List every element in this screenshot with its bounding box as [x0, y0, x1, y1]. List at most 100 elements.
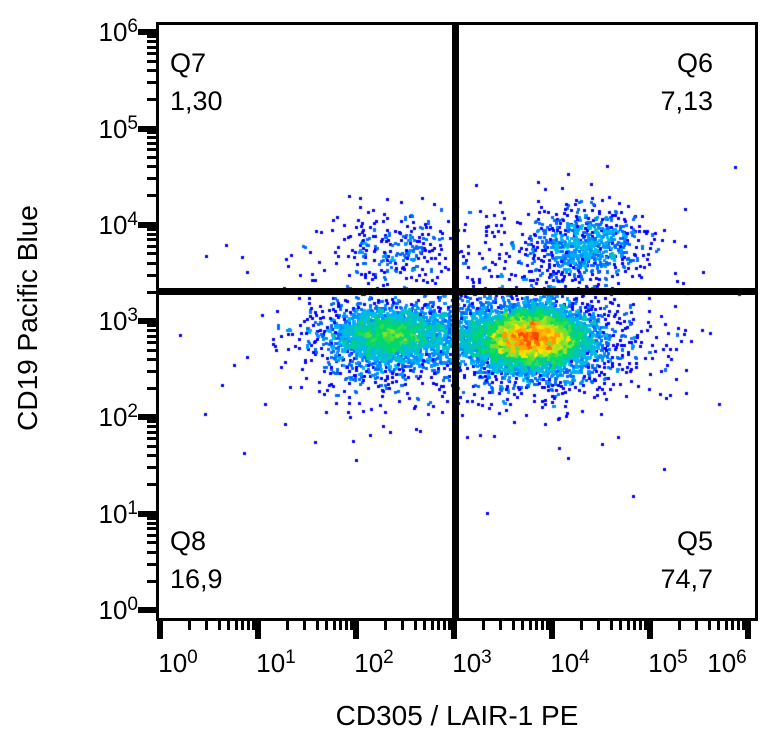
- x-minor-tick: [448, 621, 452, 630]
- y-minor-tick: [147, 81, 156, 85]
- y-minor-tick: [147, 430, 156, 434]
- x-minor-tick: [345, 621, 348, 630]
- x-minor-tick: [226, 621, 230, 630]
- quadrant-q6-id: Q6: [676, 48, 713, 78]
- x-minor-tick: [324, 621, 328, 630]
- plot-area: [156, 22, 758, 621]
- y-major-tick: [138, 125, 156, 132]
- y-minor-tick: [147, 527, 156, 531]
- x-minor-tick: [731, 621, 735, 630]
- y-tick-label-1e3: 103: [98, 305, 139, 337]
- y-minor-tick: [147, 69, 156, 73]
- x-major-tick: [157, 621, 163, 639]
- x-minor-tick: [511, 621, 515, 630]
- x-major-tick: [353, 621, 359, 639]
- y-minor-tick: [147, 340, 156, 344]
- x-minor-tick: [633, 621, 637, 630]
- quadrant-q8-id: Q8: [170, 526, 207, 556]
- y-minor-tick: [147, 227, 156, 231]
- quadrant-label-q6: Q6 7,13: [660, 44, 713, 120]
- x-minor-tick: [247, 621, 250, 630]
- quadrant-q6-percent: 7,13: [660, 86, 713, 116]
- x-minor-tick: [205, 621, 209, 630]
- x-minor-tick: [597, 621, 601, 630]
- x-tick-label-1e6: 106: [707, 647, 747, 678]
- x-minor-tick: [234, 621, 238, 630]
- y-minor-tick: [147, 425, 156, 429]
- x-minor-tick: [188, 621, 191, 630]
- x-major-tick: [647, 621, 653, 639]
- x-minor-tick: [303, 621, 307, 630]
- quadrant-q5-id: Q5: [676, 526, 713, 556]
- y-tick-label-1e6: 106: [98, 16, 139, 48]
- x-major-tick: [549, 621, 555, 639]
- x-minor-tick: [422, 621, 426, 630]
- x-minor-tick: [716, 621, 720, 630]
- y-minor-tick: [147, 177, 156, 181]
- y-minor-tick: [147, 273, 156, 277]
- y-tick-label-1e0: 100: [98, 594, 139, 625]
- y-tick-label-1e5: 105: [98, 112, 139, 144]
- quadrant-gate-horizontal-line: [159, 288, 755, 295]
- y-minor-tick: [147, 35, 156, 39]
- y-tick-label-1e1: 101: [98, 497, 139, 529]
- x-minor-tick: [609, 621, 613, 630]
- y-minor-tick: [147, 516, 156, 520]
- y-minor-tick: [147, 466, 156, 470]
- x-tick-label-1e4: 104: [550, 647, 590, 678]
- quadrant-label-q5: Q5 74,7: [660, 522, 713, 598]
- x-minor-tick: [413, 621, 417, 630]
- y-minor-tick: [147, 148, 156, 152]
- x-minor-tick: [315, 621, 319, 630]
- x-minor-tick: [430, 621, 434, 630]
- x-minor-tick: [724, 621, 728, 630]
- x-axis-title: CD305 / LAIR-1 PE: [335, 700, 579, 731]
- y-minor-tick: [147, 59, 156, 63]
- x-minor-tick: [644, 621, 648, 630]
- y-minor-tick: [147, 194, 156, 198]
- y-minor-tick: [147, 562, 156, 566]
- quadrant-gate-vertical-line: [452, 25, 459, 618]
- quadrant-q5-percent: 74,7: [660, 564, 713, 594]
- y-minor-tick: [147, 454, 156, 458]
- y-minor-tick: [147, 420, 156, 424]
- x-minor-tick: [350, 621, 354, 630]
- y-minor-tick: [147, 165, 156, 169]
- x-tick-label-1e2: 102: [354, 647, 394, 678]
- x-major-tick: [255, 621, 261, 639]
- x-major-tick: [745, 621, 751, 639]
- y-tick-label-1e2: 102: [98, 401, 139, 433]
- x-minor-tick: [482, 621, 485, 630]
- x-minor-tick: [252, 621, 256, 630]
- x-minor-tick: [437, 621, 441, 630]
- y-minor-tick: [147, 155, 156, 159]
- quadrant-q7-percent: 1,30: [170, 86, 223, 116]
- y-minor-tick: [147, 324, 156, 327]
- x-minor-tick: [742, 621, 746, 630]
- quadrant-q8-percent: 16,9: [170, 564, 223, 594]
- x-tick-label-1e5: 105: [648, 647, 688, 678]
- x-minor-tick: [639, 621, 642, 630]
- x-minor-tick: [339, 621, 343, 630]
- y-minor-tick: [147, 541, 156, 545]
- x-tick-label-1e0: 100: [158, 647, 198, 678]
- y-minor-tick: [147, 232, 156, 236]
- y-minor-tick: [147, 334, 156, 338]
- x-minor-tick: [535, 621, 539, 630]
- x-minor-tick: [332, 621, 336, 630]
- y-major-tick: [138, 221, 156, 228]
- quadrant-label-q7: Q7 1,30: [170, 44, 223, 120]
- x-minor-tick: [618, 621, 622, 630]
- y-minor-tick: [147, 244, 156, 248]
- y-minor-tick: [147, 136, 156, 140]
- y-major-tick: [138, 607, 156, 613]
- x-minor-tick: [241, 621, 245, 630]
- y-minor-tick: [147, 369, 156, 373]
- y-minor-tick: [147, 357, 156, 361]
- x-minor-tick: [580, 621, 583, 630]
- y-minor-tick: [147, 483, 156, 487]
- y-minor-tick: [147, 141, 156, 145]
- y-minor-tick: [147, 386, 156, 390]
- y-major-tick: [138, 318, 156, 325]
